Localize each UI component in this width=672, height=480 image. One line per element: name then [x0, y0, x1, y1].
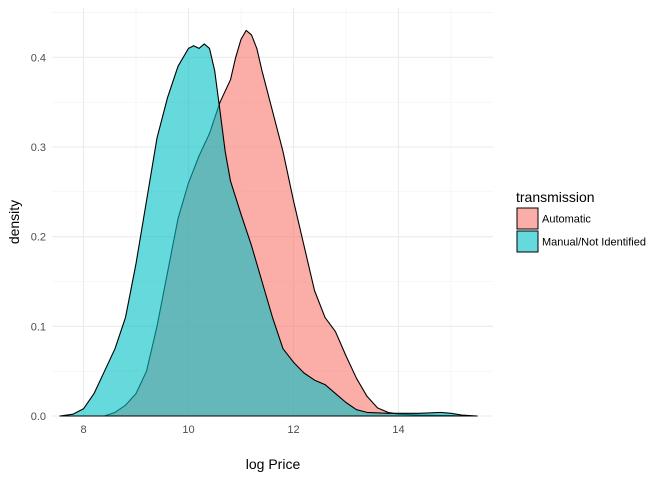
legend-label-automatic: Automatic	[542, 214, 591, 226]
density-areas	[59, 29, 478, 417]
legend-key-automatic	[516, 207, 539, 230]
x-axis-title: log Price	[246, 456, 301, 472]
x-tick-label: 8	[80, 424, 86, 436]
x-tick-labels: 8 10 12 14	[80, 424, 404, 436]
legend-title: transmission	[516, 189, 595, 205]
y-tick-label: 0.3	[31, 142, 46, 154]
y-axis-title: density	[6, 200, 22, 244]
y-tick-label: 0.1	[31, 321, 46, 333]
density-area-manual-not-identified	[59, 43, 478, 417]
y-tick-label: 0.4	[31, 52, 46, 64]
legend-label-manual-not-identified: Manual/Not Identified	[542, 237, 646, 249]
y-tick-label: 0.2	[31, 232, 46, 244]
y-tick-label: 0.0	[31, 411, 46, 423]
legend-key-manual-not-identified	[516, 230, 539, 253]
x-tick-label: 14	[392, 424, 404, 436]
x-tick-label: 12	[287, 424, 299, 436]
y-tick-labels: 0.0 0.1 0.2 0.3 0.4	[31, 52, 46, 423]
x-tick-label: 10	[182, 424, 194, 436]
legend: Automatic Manual/Not Identified	[516, 207, 646, 253]
